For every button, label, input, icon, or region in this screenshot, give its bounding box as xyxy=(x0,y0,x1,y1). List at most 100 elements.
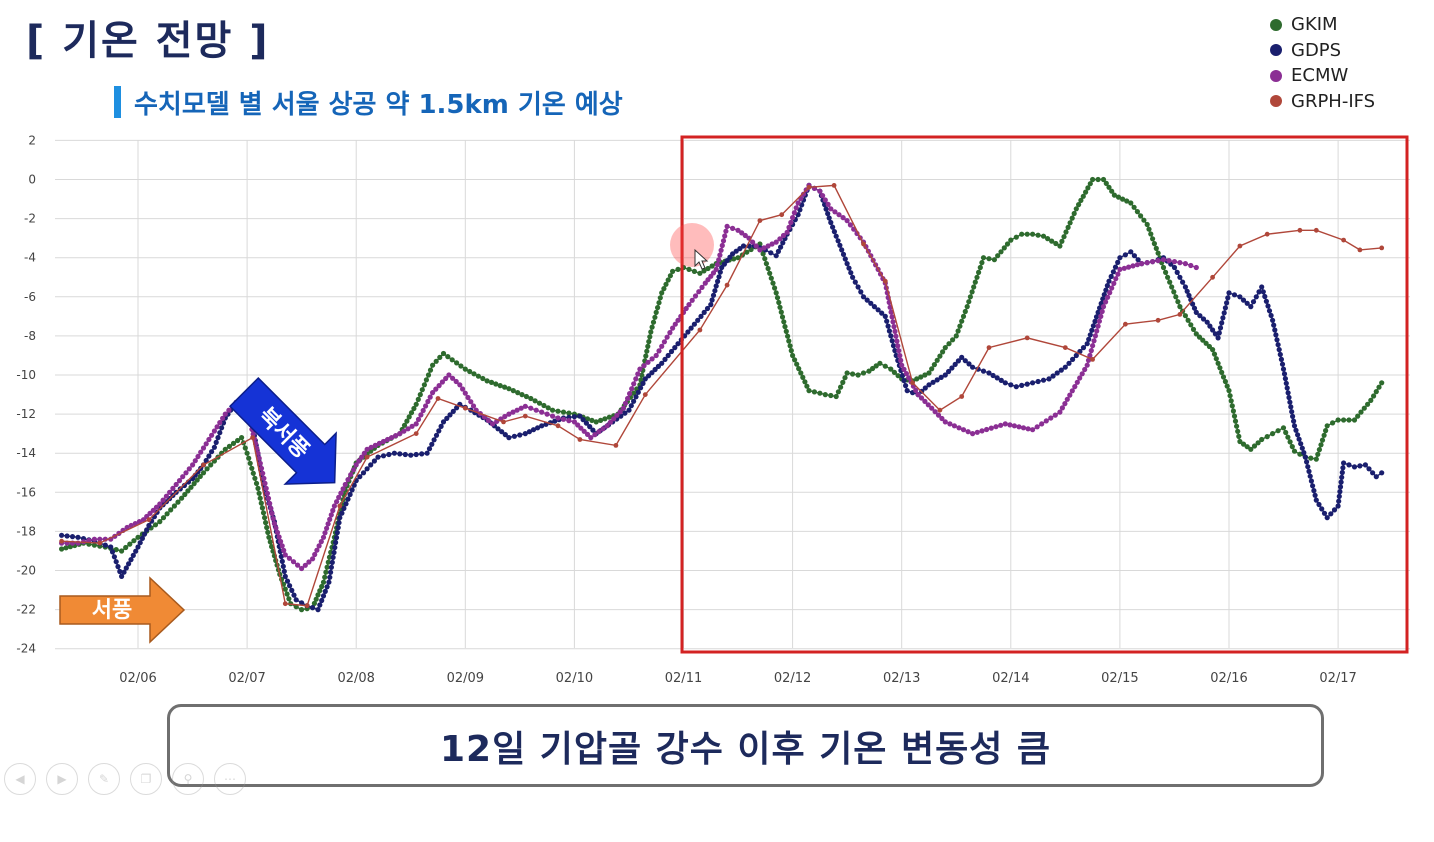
data-point-gkim xyxy=(697,270,703,276)
data-point-gkim xyxy=(323,569,329,575)
data-point-gdps xyxy=(1103,287,1109,293)
data-point-grph-ifs xyxy=(1313,227,1319,233)
data-point-ecmw xyxy=(622,400,629,406)
data-point-gkim xyxy=(208,462,214,468)
data-point-gdps xyxy=(117,568,123,575)
data-point-gkim xyxy=(1226,388,1232,394)
data-point-ecmw xyxy=(998,422,1004,428)
data-point-gkim xyxy=(235,437,241,444)
data-point-gkim xyxy=(423,377,429,383)
data-point-gkim xyxy=(1131,204,1137,210)
data-point-ecmw xyxy=(670,325,676,331)
data-point-gkim xyxy=(891,369,898,375)
data-point-gdps xyxy=(1200,316,1207,322)
zoom-icon[interactable]: ⚲ xyxy=(172,763,204,795)
legend-item-grph-ifs[interactable]: GRPH-IFS xyxy=(1270,89,1375,115)
data-point-gkim xyxy=(1222,378,1228,385)
data-point-gdps xyxy=(284,578,291,584)
data-point-ecmw xyxy=(631,381,637,387)
data-point-gdps xyxy=(1290,413,1296,419)
data-point-gdps xyxy=(332,544,338,551)
data-point-gkim xyxy=(437,354,443,360)
data-point-gdps xyxy=(1256,289,1262,295)
data-point-ecmw xyxy=(1166,258,1172,264)
data-point-gdps xyxy=(1279,361,1286,367)
data-point-grph-ifs xyxy=(1341,237,1346,243)
legend-item-ecmw[interactable]: ECMW xyxy=(1270,63,1375,89)
data-point-gkim xyxy=(647,334,653,340)
data-point-ecmw xyxy=(345,477,351,483)
data-point-ecmw xyxy=(217,420,223,426)
play-icon[interactable]: ▶ xyxy=(46,763,78,795)
data-point-gdps xyxy=(299,600,305,606)
data-point-gdps xyxy=(844,261,850,267)
data-point-gdps xyxy=(1087,332,1093,338)
data-point-gdps xyxy=(327,574,333,580)
data-point-gdps xyxy=(1370,470,1376,476)
data-point-gdps xyxy=(998,377,1004,383)
data-point-gdps xyxy=(1316,501,1322,508)
data-point-ecmw xyxy=(717,252,723,258)
data-point-gdps xyxy=(712,288,718,294)
data-point-gdps xyxy=(952,361,958,367)
data-point-gdps xyxy=(628,403,634,409)
copy-icon[interactable]: ❐ xyxy=(130,763,162,795)
data-point-ecmw xyxy=(836,212,842,218)
data-point-gkim xyxy=(974,274,980,280)
data-point-gkim xyxy=(788,348,794,354)
data-point-gdps xyxy=(1080,345,1087,351)
data-point-gkim xyxy=(1148,231,1154,237)
data-point-ecmw xyxy=(820,193,826,199)
legend-item-gdps[interactable]: GDPS xyxy=(1270,38,1375,64)
data-point-gdps xyxy=(1282,376,1288,382)
data-point-gkim xyxy=(286,596,292,602)
pen-icon[interactable]: ✎ xyxy=(88,763,120,795)
data-point-ecmw xyxy=(302,562,308,568)
prev-icon[interactable]: ◀ xyxy=(4,763,36,795)
data-point-gkim xyxy=(59,546,65,552)
data-point-gkim xyxy=(998,249,1004,255)
data-point-gkim xyxy=(1291,448,1298,454)
data-point-grph-ifs xyxy=(1024,335,1030,341)
data-point-ecmw xyxy=(692,293,699,299)
data-point-ecmw xyxy=(575,422,581,428)
data-point-ecmw xyxy=(263,485,269,491)
data-point-ecmw xyxy=(423,403,429,409)
data-point-gkim xyxy=(1240,441,1247,447)
data-point-gkim xyxy=(258,500,264,506)
data-point-gdps xyxy=(522,431,528,437)
data-point-gdps xyxy=(1362,462,1368,468)
data-point-ecmw xyxy=(460,386,466,392)
data-point-gkim xyxy=(986,256,992,262)
y-tick-label: -24 xyxy=(16,642,36,656)
data-point-grph-ifs xyxy=(146,517,152,523)
data-point-ecmw xyxy=(784,229,790,235)
data-point-gkim xyxy=(773,290,779,296)
data-point-ecmw xyxy=(350,467,357,473)
data-point-gdps xyxy=(397,451,403,457)
data-point-gkim xyxy=(519,392,525,398)
data-point-gdps xyxy=(1313,497,1319,503)
data-point-gdps xyxy=(315,607,321,613)
data-point-gkim xyxy=(1100,176,1107,183)
more-icon[interactable]: ⋯ xyxy=(214,763,246,795)
data-point-gdps xyxy=(135,544,141,550)
data-point-gkim xyxy=(131,538,137,544)
data-point-grph-ifs xyxy=(1379,245,1385,251)
legend-item-gkim[interactable]: GKIM xyxy=(1270,12,1375,38)
data-point-gdps xyxy=(837,242,843,248)
data-point-gdps xyxy=(130,552,136,559)
data-point-gdps xyxy=(618,413,624,419)
data-point-ecmw xyxy=(338,490,344,496)
data-point-gdps xyxy=(942,372,948,378)
data-point-gdps xyxy=(431,437,437,443)
data-point-gkim xyxy=(1315,451,1321,457)
data-point-ecmw xyxy=(641,363,647,369)
data-point-grph-ifs xyxy=(779,212,785,218)
data-point-ecmw xyxy=(368,444,374,450)
data-point-gkim xyxy=(152,522,159,528)
data-point-gdps xyxy=(220,420,227,426)
data-point-gdps xyxy=(429,441,435,447)
data-point-gdps xyxy=(709,297,715,303)
